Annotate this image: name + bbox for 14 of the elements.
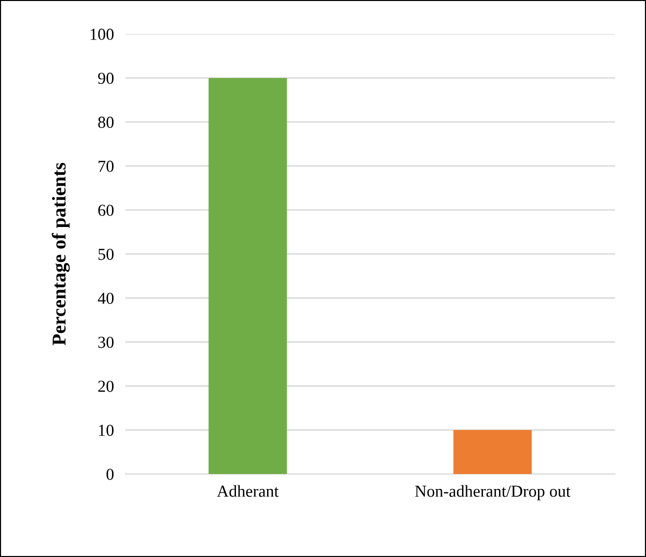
x-tick-label: Non-adherant/Drop out (415, 485, 570, 500)
y-tick-label: 90 (98, 72, 114, 84)
y-tick-label: 80 (98, 116, 114, 128)
y-tick-label: 30 (98, 336, 114, 348)
y-tick-label: 20 (98, 380, 114, 392)
x-tick-label: Adherant (216, 485, 279, 497)
y-tick-label: 0 (106, 468, 114, 480)
y-tick-label: 10 (99, 424, 114, 436)
y-tick-label: 40 (98, 292, 114, 304)
y-tick-label: 60 (98, 204, 114, 216)
y-tick-label: 100 (90, 28, 114, 40)
y-tick-label: 70 (98, 160, 114, 172)
y-axis-title: Percentage of patients (52, 162, 70, 346)
y-tick-label: 50 (98, 248, 114, 260)
